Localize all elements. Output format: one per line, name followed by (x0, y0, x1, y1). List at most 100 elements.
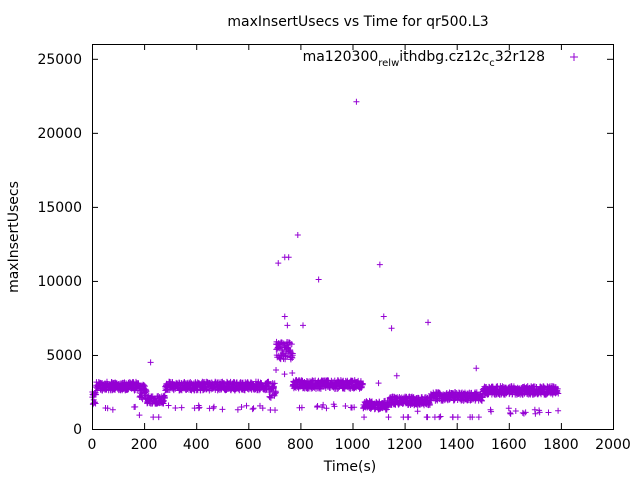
data-point (555, 407, 562, 414)
data-point (488, 408, 495, 415)
data-point (342, 402, 349, 409)
data-point (479, 394, 486, 401)
data-point (195, 405, 202, 412)
data-point (234, 406, 241, 413)
data-point (104, 405, 111, 412)
legend: ma120300relwithdbg.cz12cc32r128 (303, 49, 578, 69)
data-point (172, 404, 179, 411)
data-point (160, 397, 167, 404)
y-axis-label: maxInsertUsecs (6, 181, 22, 293)
legend-label-part: c (489, 58, 495, 69)
data-point (405, 414, 412, 421)
data-point (505, 405, 512, 412)
legend-label-part: ithdbg.cz12c (399, 49, 489, 65)
data-point (545, 409, 552, 416)
data-point (555, 390, 562, 397)
data-point (243, 402, 250, 409)
data-point (353, 98, 360, 105)
data-point (259, 405, 266, 412)
legend-label: ma120300relwithdbg.cz12cc32r128 (303, 49, 545, 69)
data-point (92, 391, 99, 398)
data-point (272, 407, 279, 414)
y-tick-label: 20000 (37, 126, 82, 142)
data-point (375, 380, 382, 387)
x-tick-label: 1000 (335, 437, 371, 453)
data-point (512, 407, 519, 414)
data-point (436, 414, 443, 421)
data-point (554, 385, 561, 392)
data-point (475, 414, 482, 421)
x-tick-label: 1600 (491, 437, 527, 453)
data-point (314, 403, 321, 410)
data-point (522, 409, 529, 416)
x-tick-label: 1800 (543, 437, 579, 453)
legend-label-part: ma120300 (303, 49, 379, 65)
data-point (507, 410, 514, 417)
data-point (361, 414, 368, 421)
data-point (426, 400, 433, 407)
data-point (270, 383, 277, 390)
x-tick-label: 1400 (439, 437, 475, 453)
data-point (388, 325, 395, 332)
data-point (437, 413, 444, 420)
x-tick-label: 400 (183, 437, 210, 453)
data-point (314, 404, 321, 410)
legend-marker (570, 53, 578, 61)
data-point (178, 404, 185, 411)
data-point (414, 408, 421, 415)
data-point (473, 365, 480, 372)
data-point (507, 410, 514, 417)
data-points (89, 98, 562, 421)
y-tick-label: 0 (73, 422, 82, 438)
data-point (289, 352, 296, 359)
data-point (210, 403, 217, 410)
data-point (165, 402, 172, 409)
data-point (300, 322, 307, 329)
data-point (425, 319, 432, 326)
data-point (424, 414, 431, 421)
data-point (161, 395, 168, 402)
data-point (289, 370, 296, 377)
axis-ticks: 0 200 400 600 800 1000 1200 1400 1600 1800 2000050… (37, 44, 631, 453)
data-point (469, 414, 476, 421)
legend-label-part: w (391, 58, 399, 69)
data-point (454, 414, 461, 421)
legend-label-part: 32r128 (495, 49, 545, 65)
data-point (351, 404, 358, 411)
data-point (249, 406, 256, 413)
data-point (531, 406, 538, 413)
data-point (136, 412, 143, 419)
x-tick-label: 800 (287, 437, 314, 453)
data-point (250, 405, 257, 412)
x-tick-label: 1200 (387, 437, 423, 453)
data-point (323, 405, 330, 412)
x-tick-label: 0 (88, 437, 97, 453)
data-point (385, 414, 392, 421)
data-point (196, 404, 203, 411)
x-tick-label: 2000 (595, 437, 631, 453)
x-tick-label: 600 (235, 437, 262, 453)
data-point (331, 403, 338, 410)
data-point (294, 232, 301, 239)
x-tick-label: 200 (131, 437, 158, 453)
chart-title: maxInsertUsecs vs Time for qr500.L3 (227, 14, 488, 30)
data-point (536, 409, 543, 416)
data-point (376, 261, 383, 268)
data-point (141, 383, 148, 390)
data-point (288, 341, 295, 348)
data-point (315, 276, 322, 283)
data-point (273, 367, 280, 374)
data-point (284, 353, 291, 360)
data-point (284, 322, 291, 329)
legend-label-part: rel (378, 58, 391, 69)
data-point (532, 410, 539, 417)
data-point (380, 313, 387, 320)
data-point (219, 406, 226, 413)
data-point (271, 380, 278, 387)
data-point (132, 403, 139, 410)
data-point (275, 260, 282, 267)
data-point (298, 404, 305, 411)
data-point (150, 414, 157, 421)
x-axis-label: Time(s) (323, 459, 376, 475)
